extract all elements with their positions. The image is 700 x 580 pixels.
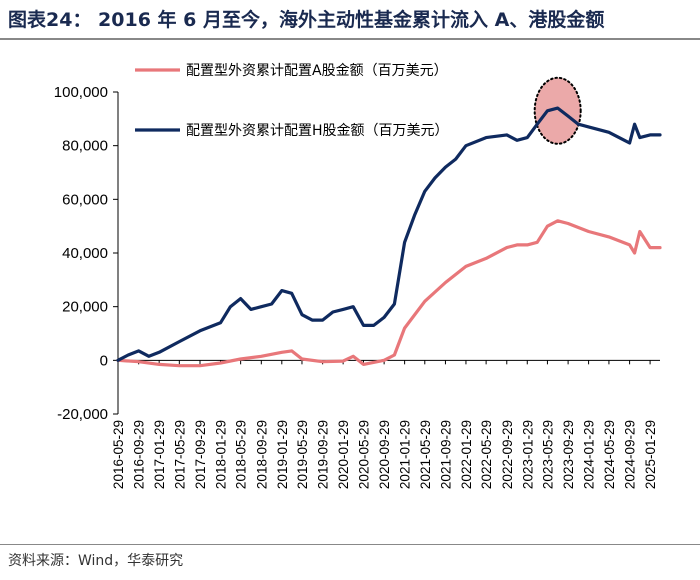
x-tick-label: 2016-09-29	[132, 420, 147, 489]
x-tick-label: 2023-09-29	[561, 420, 576, 489]
y-tick-label: 40,000	[62, 245, 108, 262]
x-tick-label: 2022-01-29	[459, 420, 474, 489]
y-tick-label: 20,000	[62, 299, 108, 316]
series-line-h-shares	[116, 106, 662, 362]
legend-label-h-shares: 配置型外资累计配置H股金额（百万美元）	[186, 123, 449, 139]
x-tick-label: 2019-09-29	[316, 420, 331, 489]
y-tick-label: 100,000	[54, 84, 108, 101]
x-tick-label: 2018-09-29	[254, 420, 269, 489]
series-line-a-shares	[116, 219, 662, 368]
axes: -20,000 0 20,000 40,000 60,000 80,000 100,000 2…	[54, 84, 660, 489]
y-tick-label: 0	[100, 352, 108, 369]
source-note: 资料来源：Wind，华泰研究	[8, 553, 184, 569]
title-divider	[0, 38, 700, 40]
highlight-ellipse	[533, 76, 582, 145]
x-tick-label: 2021-09-29	[438, 420, 453, 489]
x-tick-label: 2020-01-29	[336, 420, 351, 489]
legend: 配置型外资累计配置A股金额（百万美元） 配置型外资累计配置H股金额（百万美元）	[135, 63, 449, 139]
x-tick-label: 2019-01-29	[275, 420, 290, 489]
x-tick-label: 2017-09-29	[193, 420, 208, 489]
x-tick-label: 2024-09-29	[623, 420, 638, 489]
x-tick-label: 2024-01-29	[582, 420, 597, 489]
x-tick-label: 2022-09-29	[500, 420, 515, 489]
x-tick-label: 2018-05-29	[234, 420, 249, 489]
x-tick-label: 2021-01-29	[398, 420, 413, 489]
y-tick-label: -20,000	[57, 406, 108, 423]
x-tick-label: 2019-05-29	[295, 420, 310, 489]
legend-label-a-shares: 配置型外资累计配置A股金额（百万美元）	[186, 63, 448, 79]
x-tick-label: 2017-01-29	[152, 420, 167, 489]
highlight-layer	[533, 76, 582, 145]
x-tick-label: 2023-01-29	[520, 420, 535, 489]
x-tick-label: 2020-05-29	[356, 420, 371, 489]
x-tick-label: 2025-01-29	[643, 420, 658, 489]
footer-divider	[0, 544, 700, 545]
x-tick-label: 2020-09-29	[377, 420, 392, 489]
x-tick-label: 2016-05-29	[111, 420, 126, 489]
x-tick-label: 2023-05-29	[540, 420, 555, 489]
page-title: 图表24： 2016 年 6 月至今，海外主动性基金累计流入 A、港股金额	[8, 9, 605, 31]
x-tick-label: 2018-01-29	[213, 420, 228, 489]
x-tick-label: 2017-05-29	[172, 420, 187, 489]
y-tick-label: 80,000	[62, 138, 108, 155]
x-tick-label: 2021-05-29	[418, 420, 433, 489]
y-tick-label: 60,000	[62, 191, 108, 208]
x-tick-label: 2022-05-29	[479, 420, 494, 489]
x-tick-label: 2024-05-29	[602, 420, 617, 489]
series-lines	[116, 106, 662, 368]
chart-area: -20,000 0 20,000 40,000 60,000 80,000 100,000 2…	[54, 63, 662, 489]
